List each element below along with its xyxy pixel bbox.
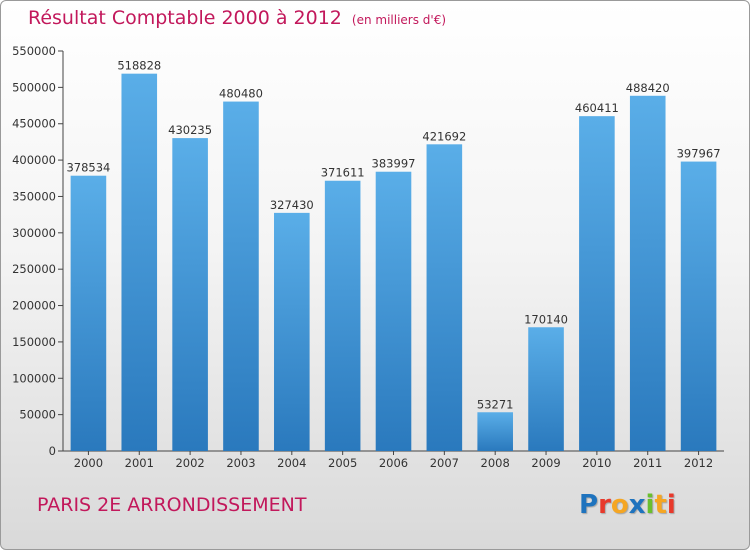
x-tick-label: 2011 [633, 456, 662, 470]
x-tick-label: 2007 [430, 456, 459, 470]
x-tick-label: 2008 [481, 456, 510, 470]
value-labels: 378534 518828 430235 480480 327430 371611 3839… [66, 59, 720, 412]
data-label: 518828 [117, 59, 161, 73]
y-tick-label: 550000 [12, 44, 56, 58]
y-tick-label: 350000 [12, 189, 56, 203]
logo-letter: i [645, 490, 655, 520]
y-tick-label: 50000 [19, 408, 56, 422]
bar [172, 138, 208, 452]
x-tick-label: 2006 [379, 456, 408, 470]
bar [528, 327, 564, 451]
bar [223, 101, 259, 451]
y-tick-label: 300000 [12, 226, 56, 240]
y-axis: 0 50000 100000 150000 200000 250000 300000 3500… [12, 44, 64, 458]
logo-letter: i [666, 490, 676, 520]
bar [426, 144, 463, 451]
logo-letter: P [579, 490, 599, 520]
bar [324, 180, 361, 451]
proxiti-logo[interactable]: Proxiti [579, 490, 676, 520]
y-tick-label: 150000 [12, 335, 56, 349]
y-tick-label: 0 [49, 444, 56, 458]
data-label: 460411 [575, 101, 619, 115]
bar [70, 175, 107, 451]
data-label: 371611 [321, 166, 365, 180]
bars [70, 73, 717, 452]
data-label: 383997 [372, 157, 416, 171]
bar [121, 73, 158, 452]
data-label: 488420 [626, 81, 670, 95]
y-tick-label: 450000 [12, 117, 56, 131]
logo-letter: t [654, 490, 667, 520]
data-label: 430235 [168, 123, 212, 137]
x-tick-label: 2000 [74, 456, 103, 470]
x-tick-label: 2010 [582, 456, 611, 470]
chart-unit-note: (en milliers d'€) [351, 13, 447, 27]
data-label: 378534 [66, 161, 110, 175]
logo-letter: x [628, 490, 646, 520]
logo-letter: o [610, 490, 629, 520]
x-tick-label: 2003 [226, 456, 255, 470]
y-tick-label: 200000 [12, 299, 56, 313]
data-label: 480480 [219, 87, 263, 101]
bar [477, 412, 513, 451]
logo-letter: r [598, 490, 611, 520]
chart-title-text: Résultat Comptable 2000 à 2012 [28, 7, 342, 29]
data-label: 421692 [422, 129, 466, 143]
y-tick-label: 250000 [12, 262, 56, 276]
data-label: 397967 [677, 147, 721, 161]
y-tick-label: 500000 [12, 80, 56, 94]
x-tick-label: 2005 [328, 456, 357, 470]
bar [629, 95, 666, 451]
x-tick-label: 2009 [531, 456, 560, 470]
x-axis: 2000 2001 2002 2003 2004 2005 2006 2007 2008 2009… [63, 450, 724, 470]
bar [375, 171, 412, 451]
x-tick-label: 2001 [125, 456, 154, 470]
y-tick-label: 100000 [12, 371, 56, 385]
x-tick-label: 2004 [277, 456, 306, 470]
chart-title: Résultat Comptable 2000 à 2012 (en millie… [28, 7, 446, 29]
bar [274, 212, 310, 451]
x-tick-label: 2012 [684, 456, 713, 470]
y-tick-label: 400000 [12, 153, 56, 167]
x-tick-label: 2002 [175, 456, 204, 470]
bar [680, 161, 717, 451]
location-label: PARIS 2E ARRONDISSEMENT [37, 494, 307, 516]
data-label: 53271 [477, 397, 514, 411]
bar [579, 116, 615, 451]
data-label: 170140 [524, 312, 568, 326]
data-label: 327430 [270, 198, 314, 212]
